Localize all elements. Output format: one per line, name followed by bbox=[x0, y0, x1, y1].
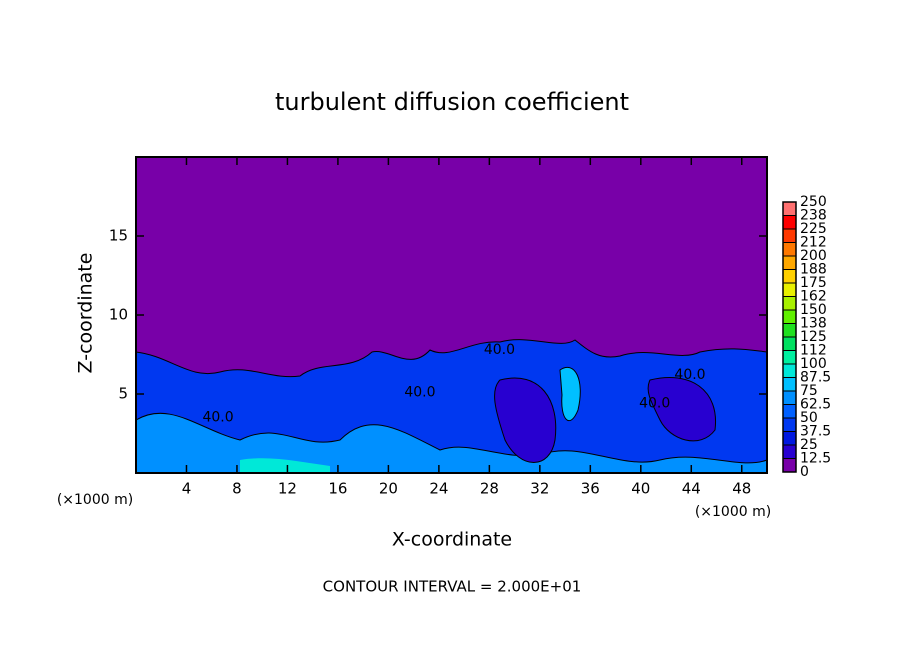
colorbar-label: 100 bbox=[800, 356, 827, 372]
colorbar-band bbox=[783, 310, 796, 324]
contour-label: 40.0 bbox=[674, 367, 705, 383]
x-tick-label: 44 bbox=[682, 480, 701, 498]
colorbar-label: 112 bbox=[800, 343, 827, 359]
x-tick-label: 4 bbox=[182, 480, 192, 498]
colorbar-label: 175 bbox=[800, 275, 827, 291]
colorbar-label: 162 bbox=[800, 289, 827, 305]
colorbar-label: 200 bbox=[800, 248, 827, 264]
field-region bbox=[647, 376, 717, 442]
colorbar-band bbox=[783, 202, 796, 216]
y-tick-label: 5 bbox=[118, 385, 128, 403]
colorbar-band bbox=[783, 215, 796, 229]
x-tick-label: 20 bbox=[379, 480, 398, 498]
colorbar-band bbox=[783, 377, 796, 391]
colorbar-band bbox=[783, 431, 796, 445]
colorbar-label: 138 bbox=[800, 316, 827, 332]
colorbar-label: 238 bbox=[800, 208, 827, 224]
colorbar-band bbox=[783, 242, 796, 256]
x-tick-label: 48 bbox=[732, 480, 751, 498]
colorbar-band bbox=[783, 350, 796, 364]
plot-frame bbox=[135, 156, 768, 474]
colorbar-band bbox=[783, 337, 796, 351]
y-axis-label: Z-coordinate bbox=[75, 253, 97, 374]
x-unit-label: (×1000 m) bbox=[695, 504, 771, 520]
colorbar-band bbox=[783, 296, 796, 310]
colorbar-band bbox=[783, 283, 796, 297]
colorbar-band bbox=[783, 418, 796, 432]
colorbar-label: 225 bbox=[800, 221, 827, 237]
field-region bbox=[135, 412, 768, 474]
colorbar-band bbox=[783, 229, 796, 243]
x-tick-label: 36 bbox=[581, 480, 600, 498]
chart-title: turbulent diffusion coefficient bbox=[275, 88, 629, 116]
colorbar-band bbox=[783, 364, 796, 378]
colorbar-label: 12.5 bbox=[800, 451, 831, 467]
colorbar-label: 62.5 bbox=[800, 397, 831, 413]
x-tick-label: 24 bbox=[429, 480, 448, 498]
colorbar-band bbox=[783, 256, 796, 270]
colorbar-label: 25 bbox=[800, 437, 818, 453]
y-tick-label: 10 bbox=[109, 306, 128, 324]
colorbar-band bbox=[783, 458, 796, 472]
y-tick-label: 15 bbox=[109, 227, 128, 245]
field-region bbox=[494, 377, 557, 463]
colorbar-label: 212 bbox=[800, 235, 827, 251]
colorbar-label: 125 bbox=[800, 329, 827, 345]
x-tick-label: 28 bbox=[480, 480, 499, 498]
colorbar-label: 188 bbox=[800, 262, 827, 278]
x-axis-label: X-coordinate bbox=[392, 529, 512, 551]
colorbar-band bbox=[783, 445, 796, 459]
contour-label: 40.0 bbox=[639, 395, 670, 411]
colorbar-label: 87.5 bbox=[800, 370, 831, 386]
colorbar-band bbox=[783, 269, 796, 283]
footer: CONTOUR INTERVAL = 2.000E+01 bbox=[323, 578, 582, 596]
colorbar-label: 50 bbox=[800, 410, 818, 426]
colorbar-label: 75 bbox=[800, 383, 818, 399]
x-tick-label: 8 bbox=[232, 480, 242, 498]
x-tick-label: 16 bbox=[328, 480, 347, 498]
colorbar-label: 37.5 bbox=[800, 424, 831, 440]
colorbar-band bbox=[783, 404, 796, 418]
colorbar-label: 250 bbox=[800, 194, 827, 210]
x-tick-label: 40 bbox=[631, 480, 650, 498]
colorbar-label: 150 bbox=[800, 302, 827, 318]
contour-label: 40.0 bbox=[484, 342, 515, 358]
field bbox=[135, 157, 768, 474]
colorbar-band bbox=[783, 323, 796, 337]
colorbar-band bbox=[783, 391, 796, 405]
contour-label: 40.0 bbox=[404, 384, 435, 400]
field-region bbox=[559, 367, 581, 422]
x-tick-label: 32 bbox=[530, 480, 549, 498]
contour-label: 40.0 bbox=[202, 410, 233, 426]
colorbar-label: 0 bbox=[800, 464, 809, 480]
colorbar-frame bbox=[782, 201, 797, 473]
x-unit-label: (×1000 m) bbox=[57, 492, 133, 508]
field-region bbox=[240, 458, 330, 473]
x-tick-label: 12 bbox=[278, 480, 297, 498]
